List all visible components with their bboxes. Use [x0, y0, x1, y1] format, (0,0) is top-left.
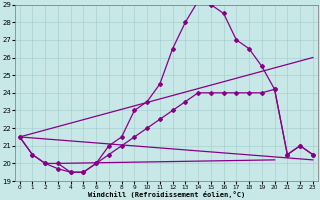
X-axis label: Windchill (Refroidissement éolien,°C): Windchill (Refroidissement éolien,°C): [88, 191, 245, 198]
